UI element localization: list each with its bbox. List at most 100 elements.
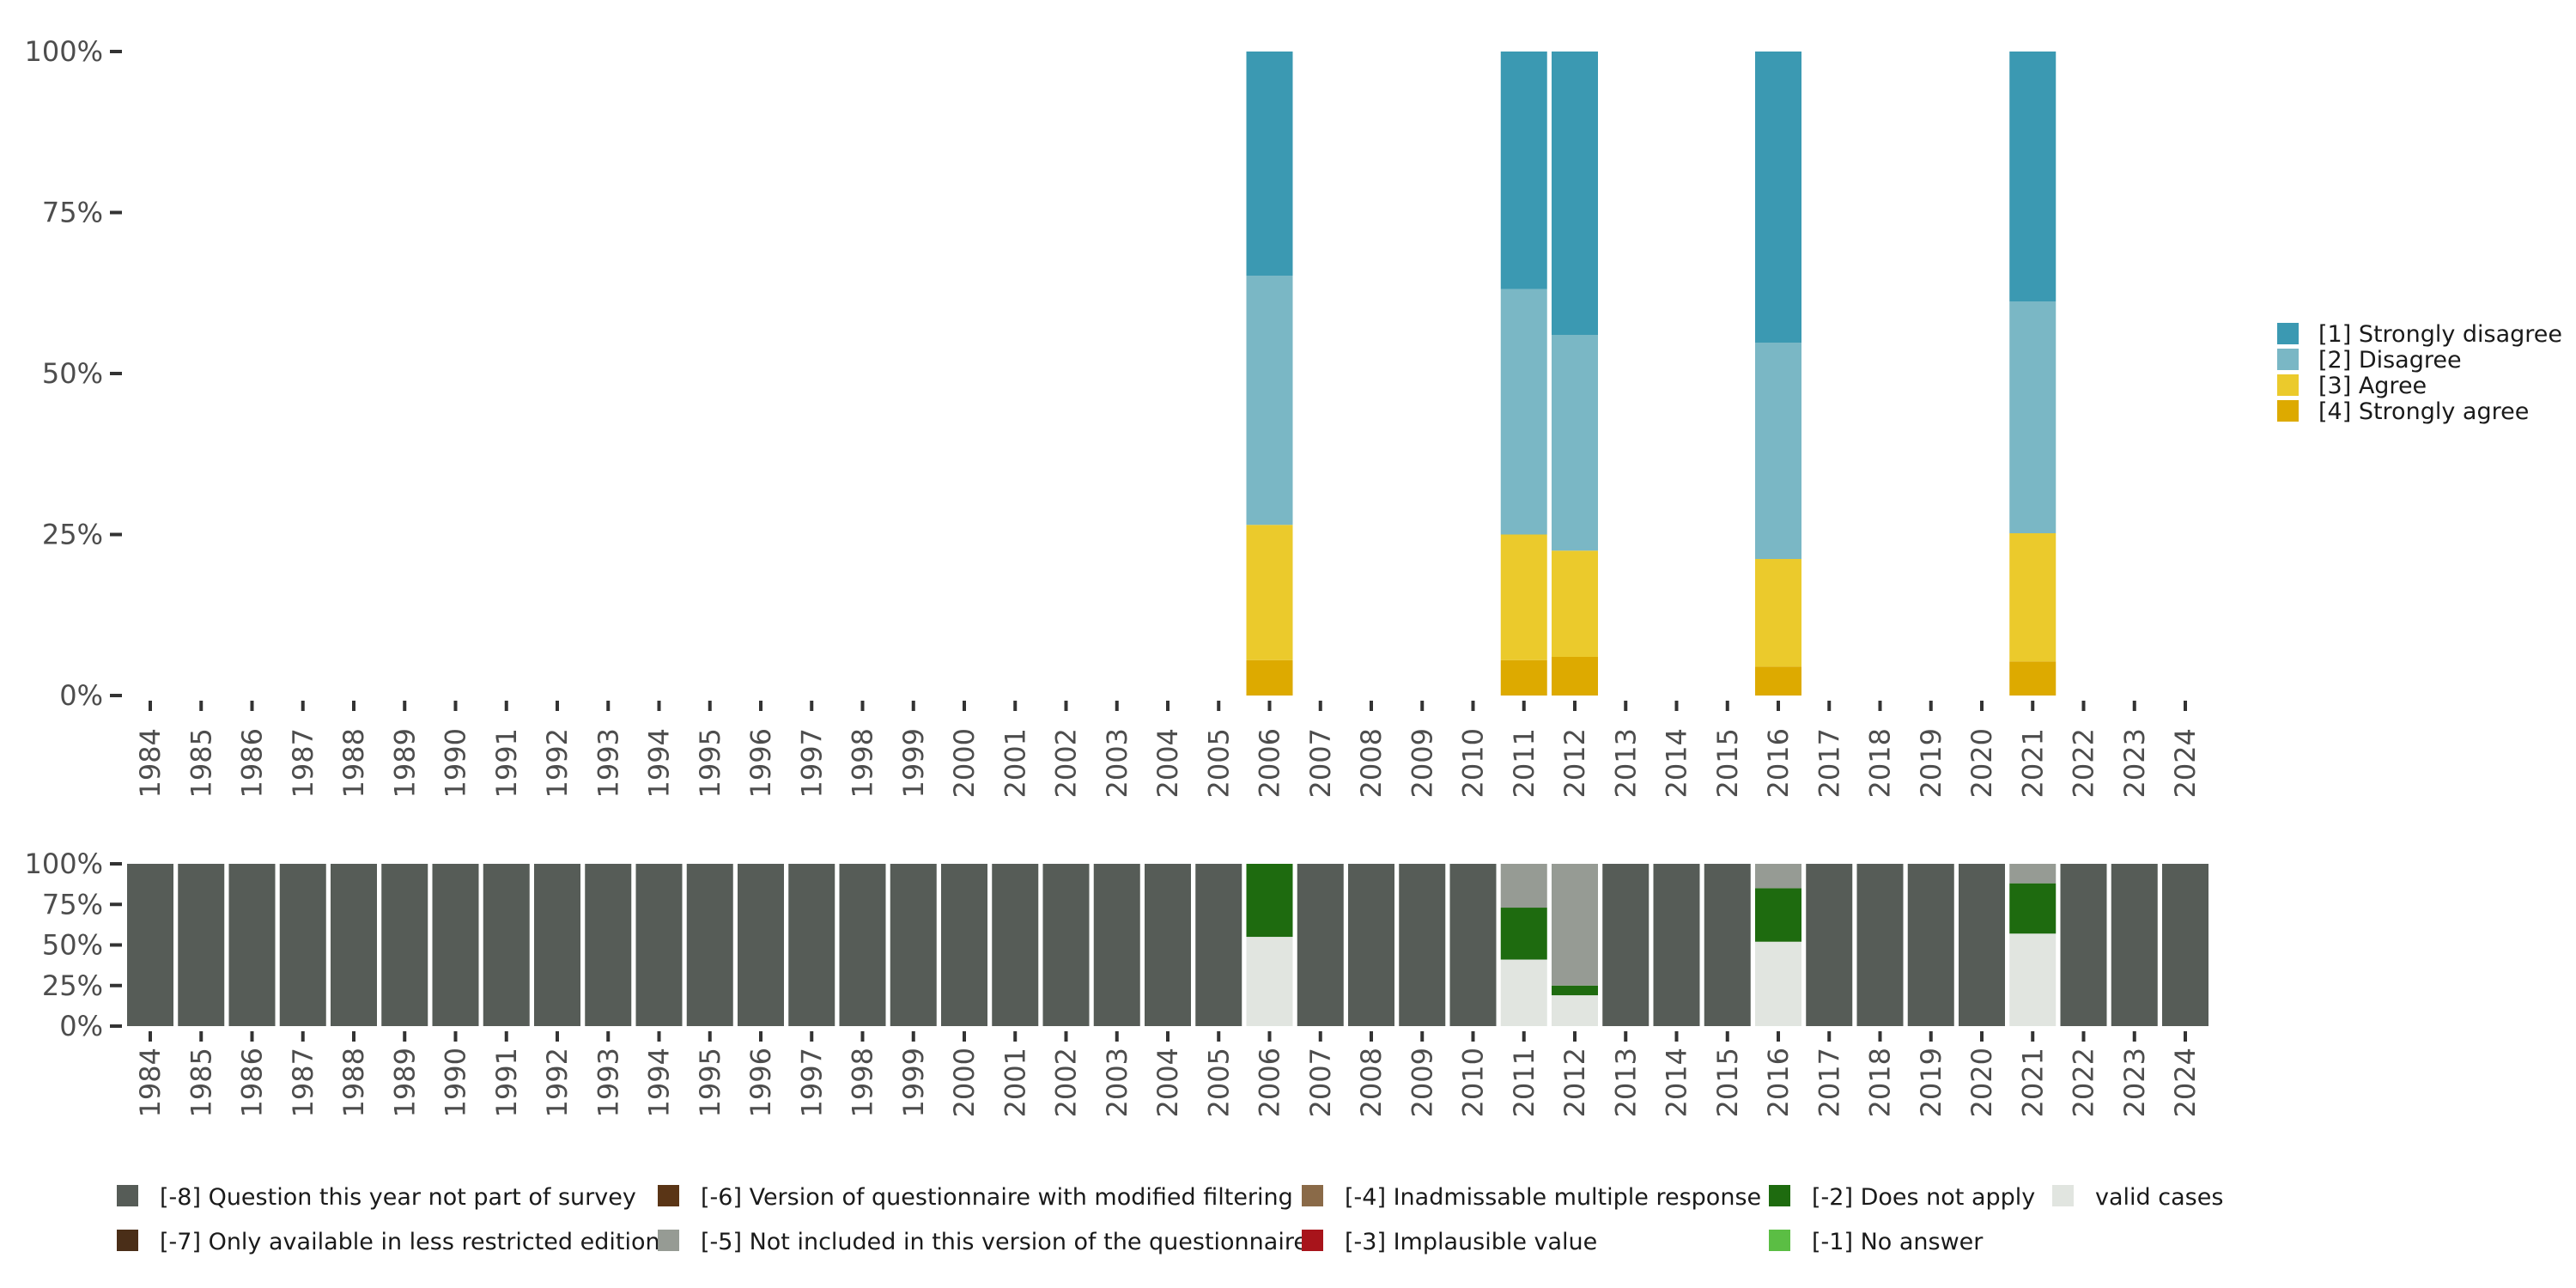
bar-segment-1988-s3	[331, 864, 377, 1026]
bar-segment-2011-s0	[1500, 959, 1547, 1026]
bar-segment-2011-s1	[1500, 534, 1547, 660]
bar-segment-2021-s0	[2009, 933, 2057, 1026]
x-axis-tick-label: 1988	[337, 1048, 370, 1117]
x-axis-tick-label: 2016	[1762, 1048, 1795, 1117]
x-axis-tick-label: 1994	[643, 728, 676, 798]
bar-segment-2003-s3	[1093, 864, 1140, 1026]
bar-segment-2011-s2	[1500, 289, 1547, 535]
bar-segment-2004-s3	[1145, 864, 1191, 1026]
bar-segment-2010-s3	[1449, 864, 1497, 1026]
bar-segment-2006-s0	[1246, 659, 1293, 696]
x-axis-tick-label: 1989	[388, 728, 421, 798]
top-stacked-bar-chart: 0% 25% 50% 75% 100% 1984 1985 1986 1987 1988 1989 1…	[25, 35, 2202, 798]
x-axis-tick-label: 2006	[1254, 728, 1286, 798]
bar-segment-2011-s1	[1500, 908, 1547, 960]
bar-segment-1990-s3	[432, 864, 479, 1026]
x-axis-tick-label: 2000	[948, 1048, 981, 1117]
bar-segment-2016-s1	[1755, 559, 1801, 667]
x-axis-tick-label: 1991	[490, 1048, 523, 1117]
bar-segment-2016-s2	[1755, 864, 1801, 889]
bar-segment-2006-s0	[1246, 937, 1293, 1026]
bar-segment-2016-s0	[1755, 941, 1801, 1026]
bar-segment-2011-s0	[1500, 659, 1547, 696]
bar-segment-1992-s3	[534, 864, 580, 1026]
bar-segment-1991-s3	[483, 864, 530, 1026]
bar-segment-1985-s3	[178, 864, 225, 1026]
bar-segment-2012-s2	[1552, 864, 1598, 986]
bar-segment-2000-s3	[941, 864, 987, 1026]
x-axis-tick-label: 2017	[1813, 1048, 1845, 1117]
bar-segment-2016-s1	[1755, 888, 1801, 942]
bar-segment-2016-s2	[1755, 343, 1801, 559]
x-axis-tick-label: 2012	[1558, 1048, 1591, 1117]
x-axis-tick-label: 1985	[185, 728, 217, 798]
x-axis-tick-label: 2021	[2016, 728, 2049, 798]
y-axis-tick-label: 100%	[25, 35, 103, 68]
x-axis-tick-label: 2019	[1915, 1048, 1947, 1117]
bar-segment-2009-s3	[1399, 864, 1446, 1026]
x-axis-tick-label: 2015	[1711, 728, 1744, 798]
y-axis-tick-label: 25%	[42, 519, 103, 551]
x-axis-tick-label: 2009	[1406, 728, 1438, 798]
bar-segment-2001-s3	[992, 864, 1039, 1026]
x-axis-tick-label: 2011	[1508, 728, 1540, 798]
x-axis-tick-label: 2011	[1508, 1048, 1540, 1117]
x-axis-tick-label: 1996	[744, 728, 777, 798]
x-axis-tick-label: 2007	[1304, 1048, 1337, 1117]
x-axis-tick-label: 1992	[541, 1048, 574, 1117]
x-axis-tick-label: 2001	[999, 728, 1031, 798]
x-axis-tick-label: 2013	[1609, 728, 1642, 798]
x-axis-tick-label: 2003	[1101, 728, 1133, 798]
x-axis-tick-label: 1993	[592, 1048, 624, 1117]
legend-label: [-5] Not included in this version of the…	[701, 1229, 1308, 1255]
legend-swatch	[2277, 349, 2299, 370]
x-axis-tick-label: 1991	[490, 728, 523, 798]
x-axis-tick-label: 2006	[1254, 1048, 1286, 1117]
legend-label: [-4] Inadmissable multiple response	[1345, 1184, 1761, 1211]
x-axis-tick-label: 1987	[287, 1048, 319, 1117]
bar-segment-2012-s0	[1552, 657, 1598, 696]
bar-segment-1997-s3	[788, 864, 835, 1026]
y-axis-tick-label: 50%	[42, 929, 103, 962]
y-axis-tick-label: 25%	[42, 969, 103, 1002]
legend-label: [3] Agree	[2318, 373, 2427, 399]
legend-label: [-3] Implausible value	[1345, 1229, 1597, 1255]
x-axis-tick-label: 1990	[440, 1048, 472, 1117]
legend-swatch	[2277, 323, 2299, 344]
legend-swatch	[2277, 374, 2299, 396]
x-axis-tick-label: 2019	[1915, 728, 1947, 798]
bar-segment-2006-s1	[1246, 864, 1293, 938]
x-axis-tick-label: 1995	[694, 1048, 726, 1117]
legend-label: [-1] No answer	[1812, 1229, 1984, 1255]
x-axis-tick-label: 2015	[1711, 1048, 1744, 1117]
bar-segment-2012-s1	[1552, 985, 1598, 996]
bar-segment-2012-s3	[1552, 52, 1598, 335]
bar-segment-1989-s3	[381, 864, 428, 1026]
bar-segment-1999-s3	[890, 864, 937, 1026]
x-axis-tick-label: 2023	[2118, 1048, 2151, 1117]
legend-label: [-8] Question this year not part of surv…	[160, 1184, 636, 1211]
x-axis-tick-label: 2021	[2016, 1048, 2049, 1117]
legend-swatch	[658, 1230, 679, 1251]
bar-segment-2005-s3	[1195, 864, 1242, 1026]
x-axis-tick-label: 2012	[1558, 728, 1591, 798]
x-axis-tick-label: 2022	[2068, 728, 2100, 798]
bar-segment-2012-s2	[1552, 335, 1598, 551]
bar-segment-2021-s1	[2009, 533, 2057, 662]
bar-segment-2006-s3	[1246, 52, 1293, 276]
x-axis-tick-label: 2007	[1304, 728, 1337, 798]
x-axis-tick-label: 2017	[1813, 728, 1845, 798]
x-axis-tick-label: 1992	[541, 728, 574, 798]
y-axis-tick-label: 50%	[42, 357, 103, 390]
x-axis-tick-label: 1988	[337, 728, 370, 798]
bar-segment-2012-s0	[1552, 995, 1598, 1026]
legend-label: [4] Strongly agree	[2318, 398, 2529, 425]
bottom-missing-values-chart: 0% 25% 50% 75% 100% 1984 1985 1986 1987 1988 1989 1…	[25, 848, 2208, 1117]
bar-segment-2015-s3	[1704, 864, 1751, 1026]
bar-segment-2022-s3	[2060, 864, 2107, 1026]
bar-segment-2021-s2	[2009, 864, 2057, 884]
x-axis-tick-label: 2008	[1355, 1048, 1388, 1117]
x-axis-tick-label: 2000	[948, 728, 981, 798]
x-axis-tick-label: 2005	[1202, 1048, 1235, 1117]
